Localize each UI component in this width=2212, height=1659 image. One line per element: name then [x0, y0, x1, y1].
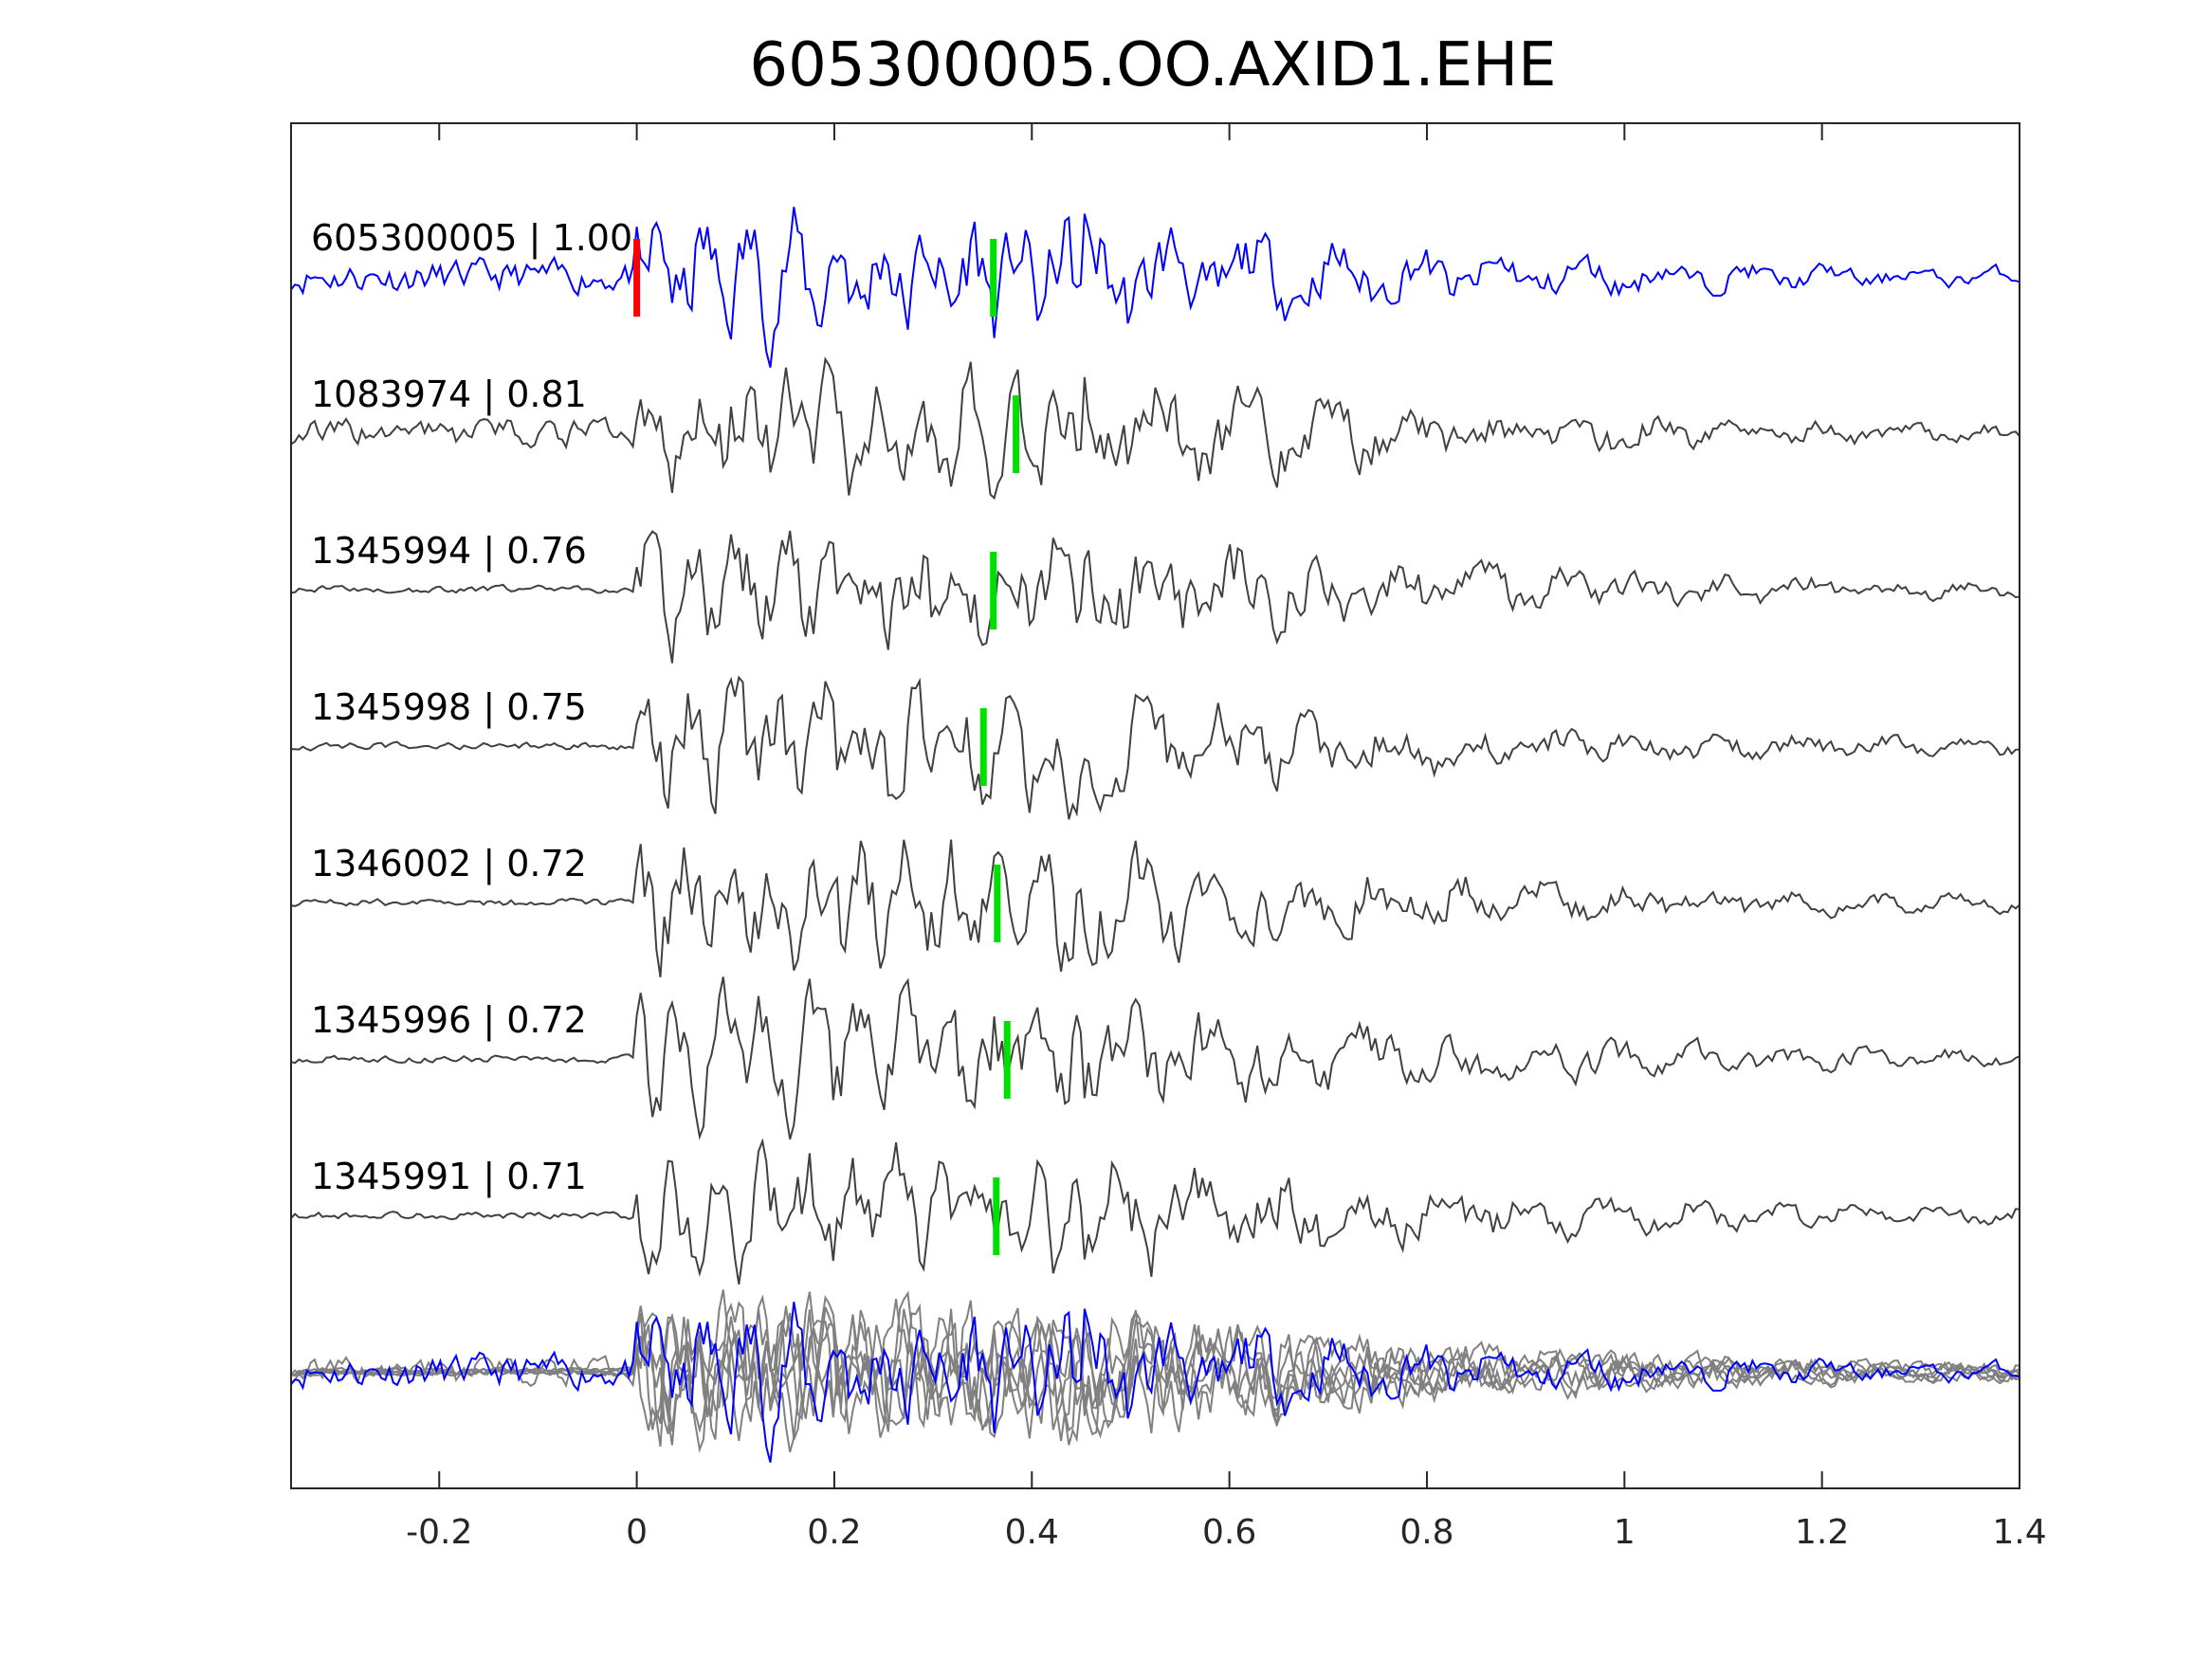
trace-label: 605300005 | 1.00 — [311, 217, 632, 260]
x-tick-label: 1.2 — [1795, 1513, 1849, 1552]
trace-label: 1346002 | 0.72 — [311, 843, 587, 885]
trace-label: 1345994 | 0.76 — [311, 530, 587, 573]
trace-1346002 — [290, 839, 2020, 977]
x-tick-label: -0.2 — [406, 1513, 472, 1552]
x-tick-label: 1 — [1614, 1513, 1636, 1552]
trace-label: 1345991 | 0.71 — [311, 1156, 587, 1198]
trace-label: 1083974 | 0.81 — [311, 374, 587, 416]
x-tick-label: 1.4 — [1992, 1513, 2046, 1552]
overlay-trace — [290, 1312, 2020, 1446]
x-tick-label: 0.6 — [1202, 1513, 1256, 1552]
x-axis: -0.2 0 0.2 0.4 0.6 0.8 1 1.2 1.4 — [406, 123, 2047, 1552]
trace-label: 1345996 | 0.72 — [311, 999, 587, 1042]
overlay-trace — [290, 1302, 2020, 1463]
trace-1083974 — [290, 356, 2020, 501]
x-tick-label: 0.8 — [1399, 1513, 1453, 1552]
trace-1345998 — [290, 675, 2020, 820]
traces — [290, 207, 2020, 1463]
axes-frame — [290, 122, 2020, 1489]
x-tick-label: 0.4 — [1005, 1513, 1059, 1552]
chart-title: 605300005.OO.AXID1.EHE — [749, 30, 1556, 100]
trace-label: 1345998 | 0.75 — [311, 686, 587, 729]
trace-1345994 — [290, 530, 2020, 664]
picks — [633, 239, 1020, 1255]
x-tick-label: 0.2 — [807, 1513, 861, 1552]
x-tick-label: 0 — [626, 1513, 648, 1552]
trace-605300005 — [290, 207, 2020, 368]
trace-labels: 605300005 | 1.00 1083974 | 0.81 1345994 | … — [311, 217, 632, 1198]
trace-1345991 — [290, 1138, 2020, 1285]
trace-1345996 — [290, 976, 2020, 1140]
overlay-trace — [290, 1295, 2020, 1439]
